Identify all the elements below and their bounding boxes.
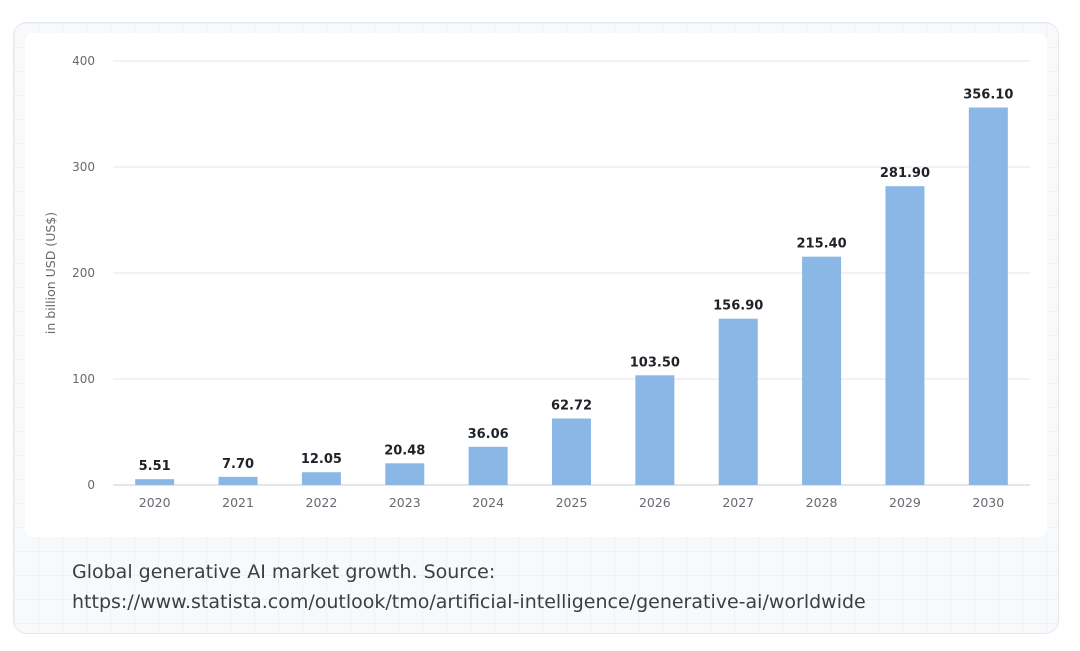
caption-source-url: https://www.statista.com/outlook/tmo/art…: [72, 591, 866, 613]
x-tick-label: 2026: [639, 495, 671, 510]
x-tick-label: 2027: [722, 495, 754, 510]
data-label: 12.05: [301, 452, 342, 467]
x-tick-label: 2030: [972, 495, 1004, 510]
x-tick-label: 2024: [472, 495, 504, 510]
bar-2026: [635, 375, 675, 485]
data-label: 215.40: [797, 237, 847, 252]
data-label: 103.50: [630, 355, 680, 370]
y-tick-label: 400: [72, 54, 95, 68]
bar-2021: [218, 476, 258, 485]
x-tick-label: 2029: [889, 495, 921, 510]
bar-2022: [301, 472, 341, 485]
x-tick-label: 2025: [556, 495, 588, 510]
y-tick-label: 300: [72, 160, 95, 174]
bar-2030: [968, 107, 1008, 485]
bar-2029: [885, 186, 925, 485]
data-label: 20.48: [384, 443, 425, 458]
x-tick-label: 2028: [806, 495, 838, 510]
y-tick-label: 0: [87, 478, 95, 492]
data-label: 5.51: [139, 459, 171, 474]
bars: [135, 107, 1008, 485]
data-label: 156.90: [713, 299, 763, 314]
y-tick-label: 100: [72, 372, 95, 386]
bar-2023: [385, 463, 425, 485]
y-tick-label: 200: [72, 266, 95, 280]
bar-2024: [468, 446, 508, 485]
x-tick-label: 2022: [306, 495, 338, 510]
caption-line-1: Global generative AI market growth. Sour…: [72, 561, 496, 583]
data-label: 62.72: [551, 399, 592, 414]
labels: 0 100 200 300 400 in billion USD (US$) 5.51 202…: [43, 54, 1013, 510]
bar-chart: 0 100 200 300 400 in billion USD (US$) 5.51 202…: [43, 54, 1030, 510]
data-label: 281.90: [880, 166, 930, 181]
bar-2020: [135, 479, 175, 485]
bar-2028: [802, 256, 842, 485]
bar-2025: [552, 418, 591, 485]
y-axis-label: in billion USD (US$): [43, 212, 58, 334]
data-label: 356.10: [963, 88, 1013, 103]
figure-caption: Global generative AI market growth. Sour…: [72, 557, 1032, 617]
chart-panel: 0 100 200 300 400 in billion USD (US$) 5.51 202…: [25, 33, 1047, 537]
x-tick-label: 2021: [222, 495, 254, 510]
data-label: 36.06: [468, 427, 509, 442]
x-tick-label: 2023: [389, 495, 421, 510]
data-label: 7.70: [222, 457, 254, 472]
bar-2027: [718, 318, 758, 485]
x-tick-label: 2020: [139, 495, 171, 510]
